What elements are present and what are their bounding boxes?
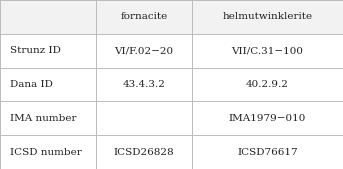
Text: IMA number: IMA number <box>10 114 77 123</box>
Text: ICSD26828: ICSD26828 <box>114 148 174 157</box>
Text: fornacite: fornacite <box>120 12 168 21</box>
Text: 43.4.3.2: 43.4.3.2 <box>123 80 165 89</box>
Text: VI/F.02−20: VI/F.02−20 <box>115 46 174 55</box>
Text: IMA1979−010: IMA1979−010 <box>229 114 306 123</box>
Bar <box>96 0 192 34</box>
Text: Strunz ID: Strunz ID <box>10 46 61 55</box>
Text: VII/C.31−100: VII/C.31−100 <box>232 46 304 55</box>
Text: 40.2.9.2: 40.2.9.2 <box>246 80 289 89</box>
Text: ICSD76617: ICSD76617 <box>237 148 298 157</box>
Text: Dana ID: Dana ID <box>10 80 53 89</box>
Text: helmutwinklerite: helmutwinklerite <box>223 12 312 21</box>
Bar <box>192 0 343 34</box>
Bar <box>0 0 96 34</box>
Text: ICSD number: ICSD number <box>10 148 82 157</box>
